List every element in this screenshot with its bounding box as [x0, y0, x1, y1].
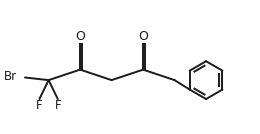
Text: Br: Br	[3, 70, 17, 83]
Text: F: F	[36, 99, 42, 112]
Text: F: F	[55, 99, 62, 112]
Text: O: O	[75, 29, 85, 42]
Text: O: O	[138, 29, 148, 42]
